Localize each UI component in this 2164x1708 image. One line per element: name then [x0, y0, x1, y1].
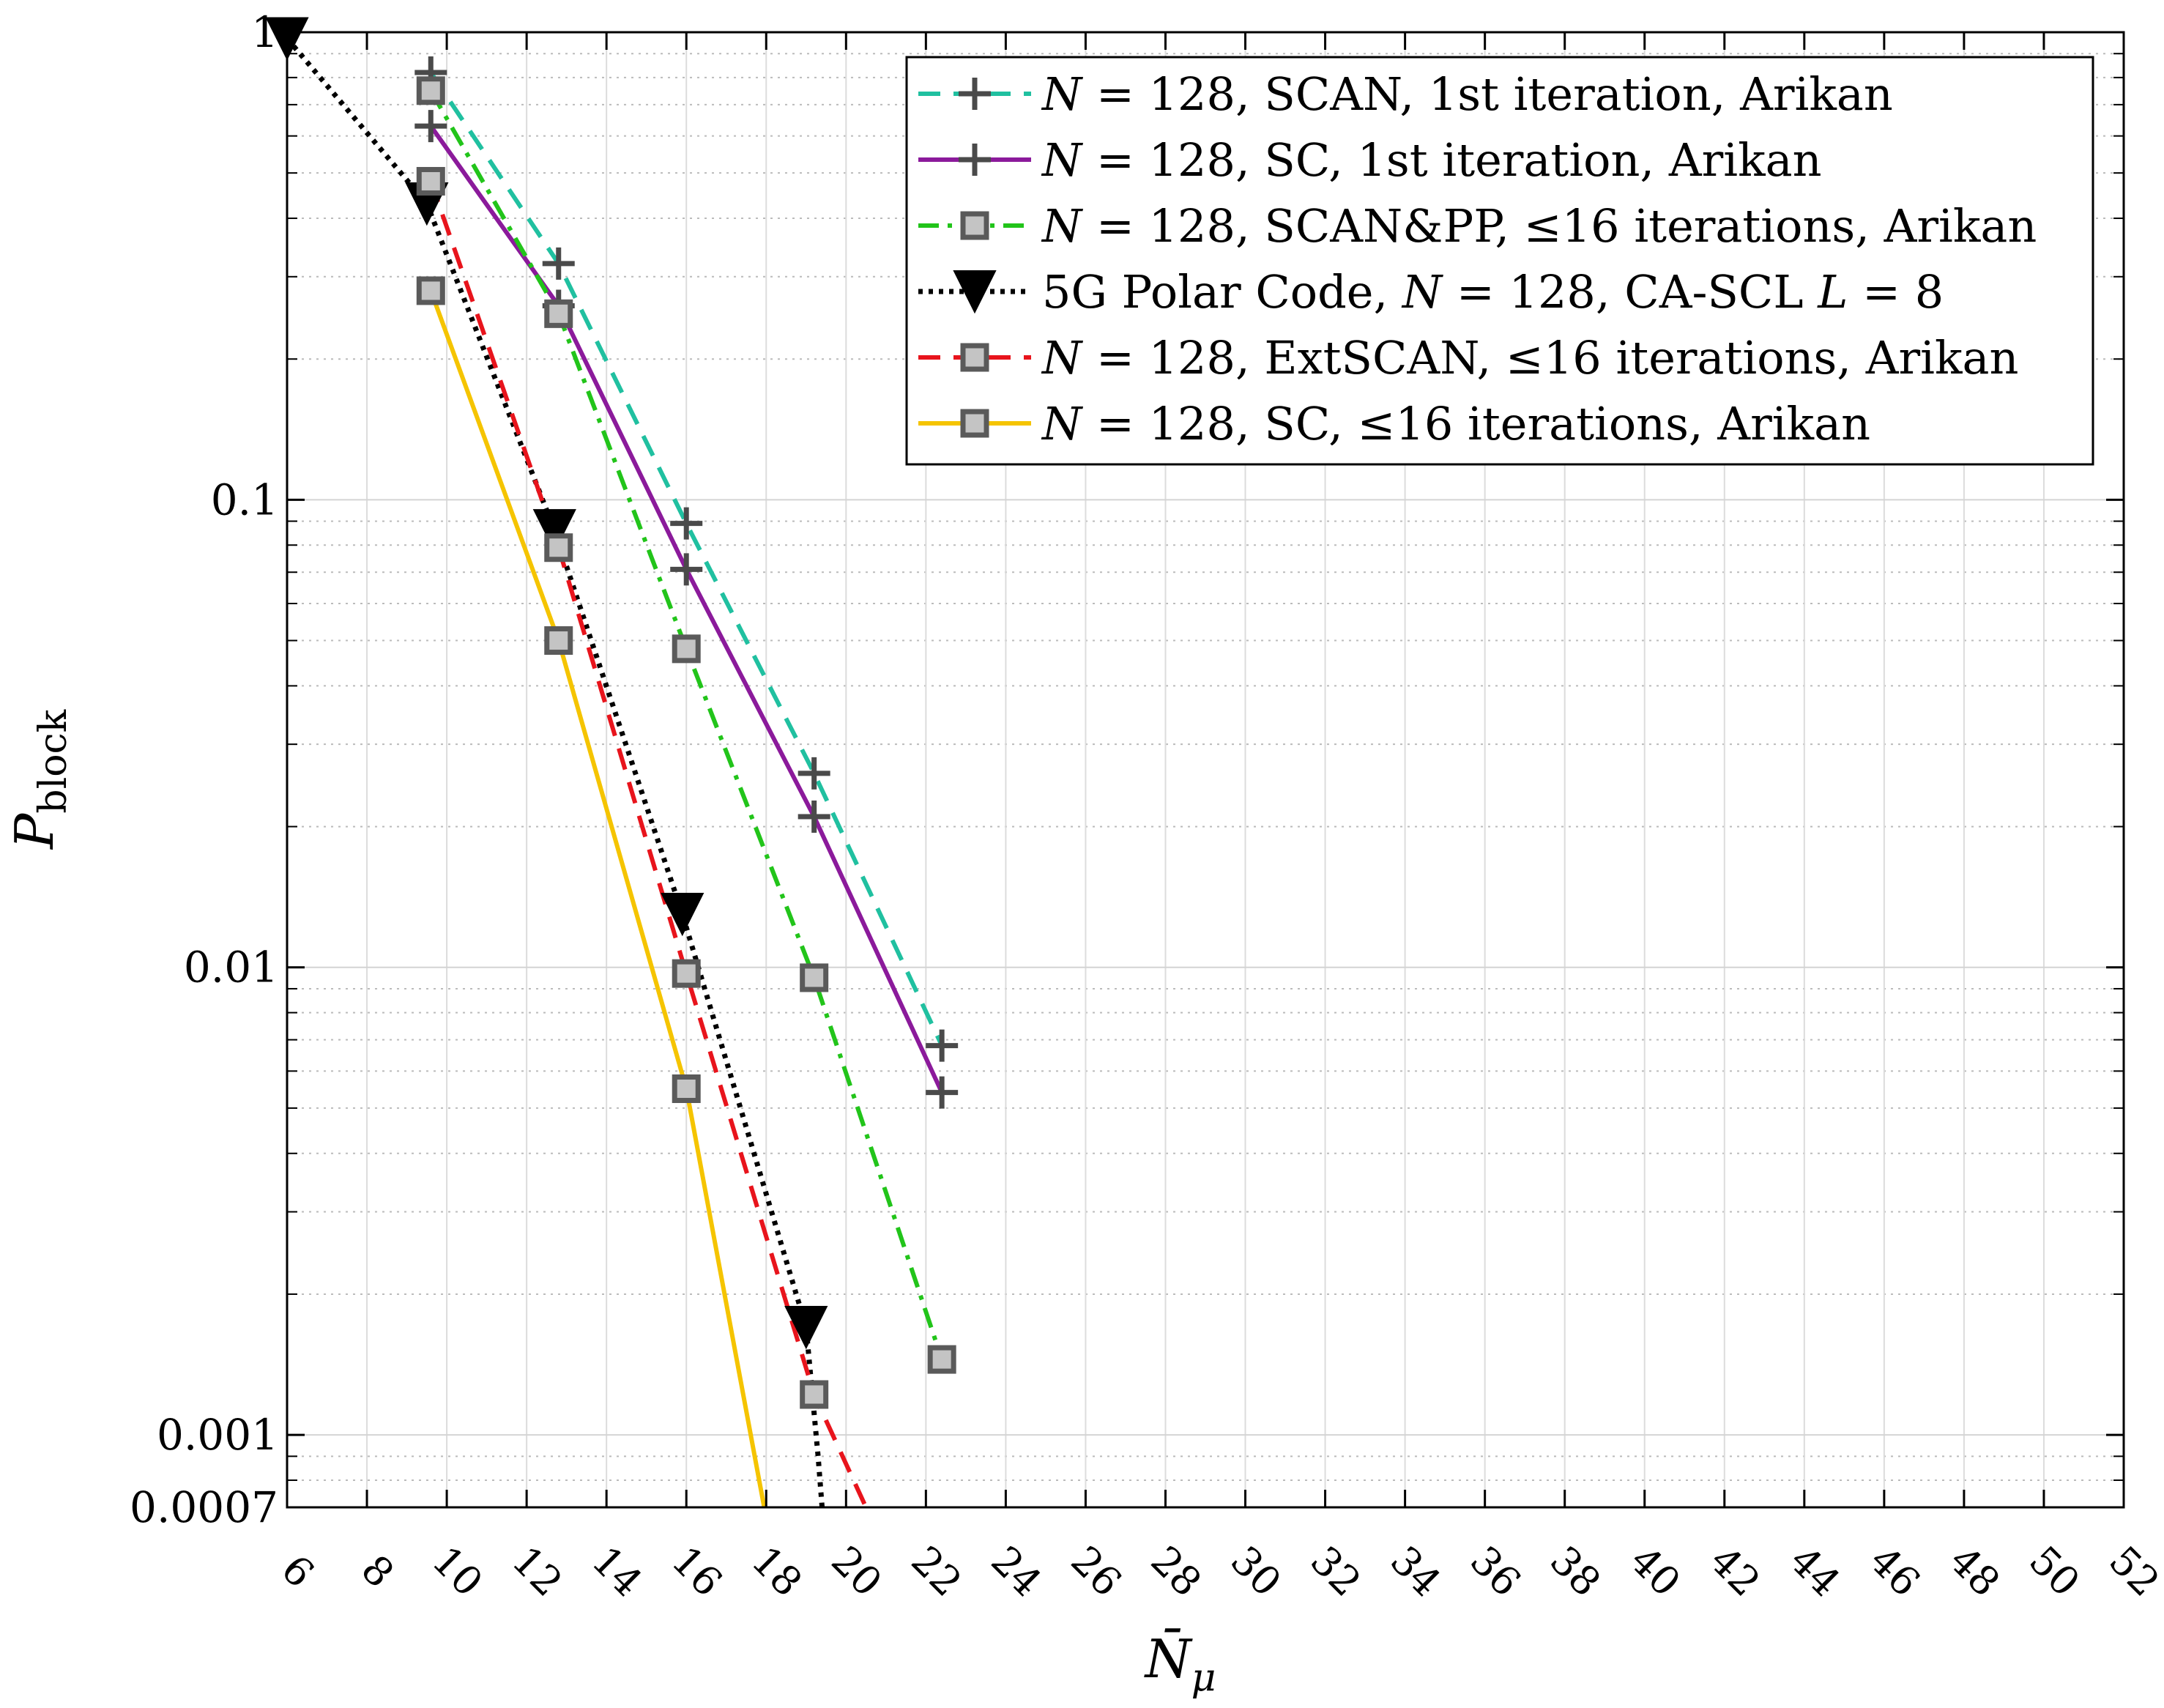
plus-marker: [797, 757, 830, 790]
legend-text-part: = 128, ExtSCAN, ≤16 iterations, Arikan: [1082, 331, 2018, 385]
plot-frame: [286, 31, 2125, 1509]
legend-text-part: N: [1041, 67, 1084, 121]
x-axis-label: N̄μ: [1144, 1627, 1216, 1700]
legend-text-part: N: [1041, 199, 1084, 253]
x-tick-label: 50: [2020, 1537, 2089, 1605]
triangle-down-marker: [784, 1306, 828, 1350]
series-line-3: [428, 89, 945, 1361]
series-layer: [287, 37, 945, 1507]
y-axis-label-main: P: [4, 812, 65, 850]
x-tick-label: 8: [352, 1546, 403, 1597]
y-axis-label-sub: block: [31, 709, 75, 813]
plus-marker: [797, 801, 830, 833]
square-marker: [416, 166, 445, 196]
y-tick-label: 0.0007: [130, 1482, 278, 1532]
x-tick-label: 18: [743, 1537, 811, 1605]
x-tick-label: 44: [1781, 1537, 1849, 1605]
plus-marker: [670, 507, 703, 540]
x-tick-label: 6: [272, 1546, 323, 1597]
legend-box: [905, 56, 2094, 466]
square-marker: [672, 959, 701, 988]
square-marker: [800, 963, 829, 992]
triangle-down-marker: [953, 270, 997, 314]
legend-text-part: = 8: [1848, 265, 1944, 319]
x-tick-label: 22: [902, 1537, 970, 1605]
triangle-down-marker: [532, 509, 576, 553]
legend-label-6: N = 128, SC, ≤16 iterations, Arikan: [1041, 397, 1870, 450]
series-line-5: [428, 180, 869, 1507]
square-marker: [544, 626, 573, 656]
x-tick-label: 10: [423, 1537, 491, 1605]
x-tick-label: 14: [583, 1537, 651, 1605]
legend-label-1: N = 128, SCAN, 1st iteration, Arikan: [1041, 67, 1893, 121]
legend-text-part: L: [1817, 265, 1848, 319]
legend-label-4: 5G Polar Code, N = 128, CA-SCL L = 8: [1042, 265, 1944, 319]
x-tick-label: 32: [1302, 1537, 1370, 1605]
x-axis-label-sub: μ: [1191, 1656, 1216, 1700]
square-marker: [544, 299, 573, 328]
x-tick-label: 30: [1222, 1537, 1290, 1605]
x-tick-label: 38: [1542, 1537, 1610, 1605]
legend-text-part: = 128, SC, ≤16 iterations, Arikan: [1082, 397, 1870, 450]
square-marker: [416, 76, 445, 105]
y-tick-label: 0.001: [157, 1410, 278, 1460]
y-tick-label: 0.01: [184, 943, 278, 992]
triangle-down-marker: [661, 893, 704, 937]
square-marker: [800, 1380, 829, 1409]
series-line-1: [428, 71, 944, 1047]
plus-marker: [670, 553, 703, 586]
grid-major: [287, 32, 2124, 1507]
y-axis-label: Pblock: [4, 709, 75, 850]
series-line-6: [428, 289, 767, 1507]
x-tick-label: 46: [1861, 1537, 1929, 1605]
x-tick-label: 36: [1462, 1537, 1530, 1605]
y-tick-label: 0.1: [211, 475, 278, 524]
square-marker: [960, 211, 989, 240]
legend-label-3: N = 128, SCAN&PP, ≤16 iterations, Arikan: [1041, 199, 2037, 253]
x-tick-label: 16: [663, 1537, 731, 1605]
x-tick-label: 28: [1142, 1537, 1211, 1605]
plus-marker: [542, 247, 575, 280]
square-marker: [544, 533, 573, 562]
x-tick-label: 48: [1941, 1537, 2009, 1605]
y-tick-label: 1: [251, 7, 278, 57]
square-marker: [927, 1345, 956, 1374]
x-tick-label: 24: [982, 1537, 1050, 1605]
square-marker: [960, 343, 989, 372]
square-marker: [672, 634, 701, 664]
plus-marker: [926, 1029, 959, 1062]
x-tick-label: 40: [1621, 1537, 1689, 1605]
x-tick-label: 52: [2100, 1537, 2164, 1605]
x-tick-label: 34: [1382, 1537, 1450, 1605]
legend-text-part: 5G Polar Code,: [1042, 265, 1402, 319]
legend-label-5: N = 128, ExtSCAN, ≤16 iterations, Arikan: [1041, 331, 2018, 385]
square-marker: [960, 409, 989, 438]
legend-text-part: = 128, CA-SCL: [1442, 265, 1818, 319]
x-tick-label: 42: [1701, 1537, 1769, 1605]
x-tick-label: 12: [503, 1537, 571, 1605]
marker-layer: [265, 17, 959, 1409]
x-tick-label: 20: [822, 1537, 890, 1605]
legend-text-part: N: [1041, 397, 1084, 450]
square-marker: [672, 1074, 701, 1103]
square-marker: [416, 276, 445, 305]
axis-ticks: [286, 31, 2125, 1509]
legend-text-part: = 128, SCAN, 1st iteration, Arikan: [1082, 67, 1893, 121]
plus-marker: [959, 78, 991, 110]
x-tick-label: 26: [1062, 1537, 1130, 1605]
legend-text-part: N: [1041, 133, 1084, 187]
legend-text-part: = 128, SCAN&PP, ≤16 iterations, Arikan: [1082, 199, 2037, 253]
x-axis-label-main: N̄: [1144, 1627, 1194, 1690]
plus-marker: [926, 1076, 959, 1109]
legend-text-part: = 128, SC, 1st iteration, Arikan: [1082, 133, 1821, 187]
plus-marker: [414, 110, 447, 143]
plus-marker: [959, 144, 991, 176]
legend-text-part: N: [1401, 265, 1444, 319]
legend-text-part: N: [1041, 331, 1084, 385]
legend-label-2: N = 128, SC, 1st iteration, Arikan: [1041, 133, 1822, 187]
